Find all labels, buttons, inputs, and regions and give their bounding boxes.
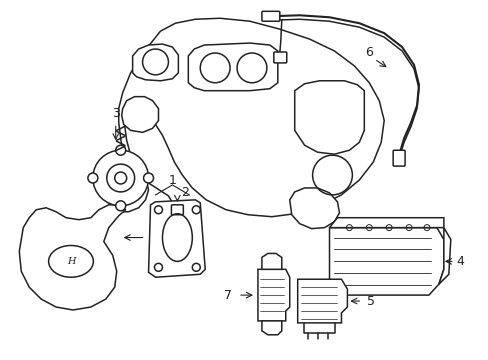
Polygon shape [329,228,443,295]
FancyBboxPatch shape [392,150,404,166]
Circle shape [116,201,125,211]
Polygon shape [438,228,450,284]
Circle shape [116,145,125,155]
Circle shape [88,173,98,183]
Text: 4: 4 [456,255,464,268]
Text: 3: 3 [112,107,120,120]
Text: 7: 7 [224,289,232,302]
Polygon shape [294,81,364,154]
FancyBboxPatch shape [273,52,286,63]
FancyBboxPatch shape [171,205,183,215]
Polygon shape [19,205,125,310]
Polygon shape [262,321,281,335]
Text: 6: 6 [365,46,372,59]
Polygon shape [132,44,178,81]
Text: H: H [66,257,75,266]
Circle shape [93,150,148,206]
FancyBboxPatch shape [262,11,279,21]
Polygon shape [148,200,205,277]
Text: 2: 2 [181,186,189,199]
Text: 5: 5 [366,294,374,307]
Polygon shape [262,253,281,269]
Polygon shape [329,218,443,228]
Polygon shape [297,279,346,323]
Polygon shape [122,96,158,132]
Polygon shape [257,269,289,321]
Text: 1: 1 [168,174,176,186]
Polygon shape [289,188,339,229]
Polygon shape [106,18,384,217]
Circle shape [143,173,153,183]
Polygon shape [188,43,277,91]
